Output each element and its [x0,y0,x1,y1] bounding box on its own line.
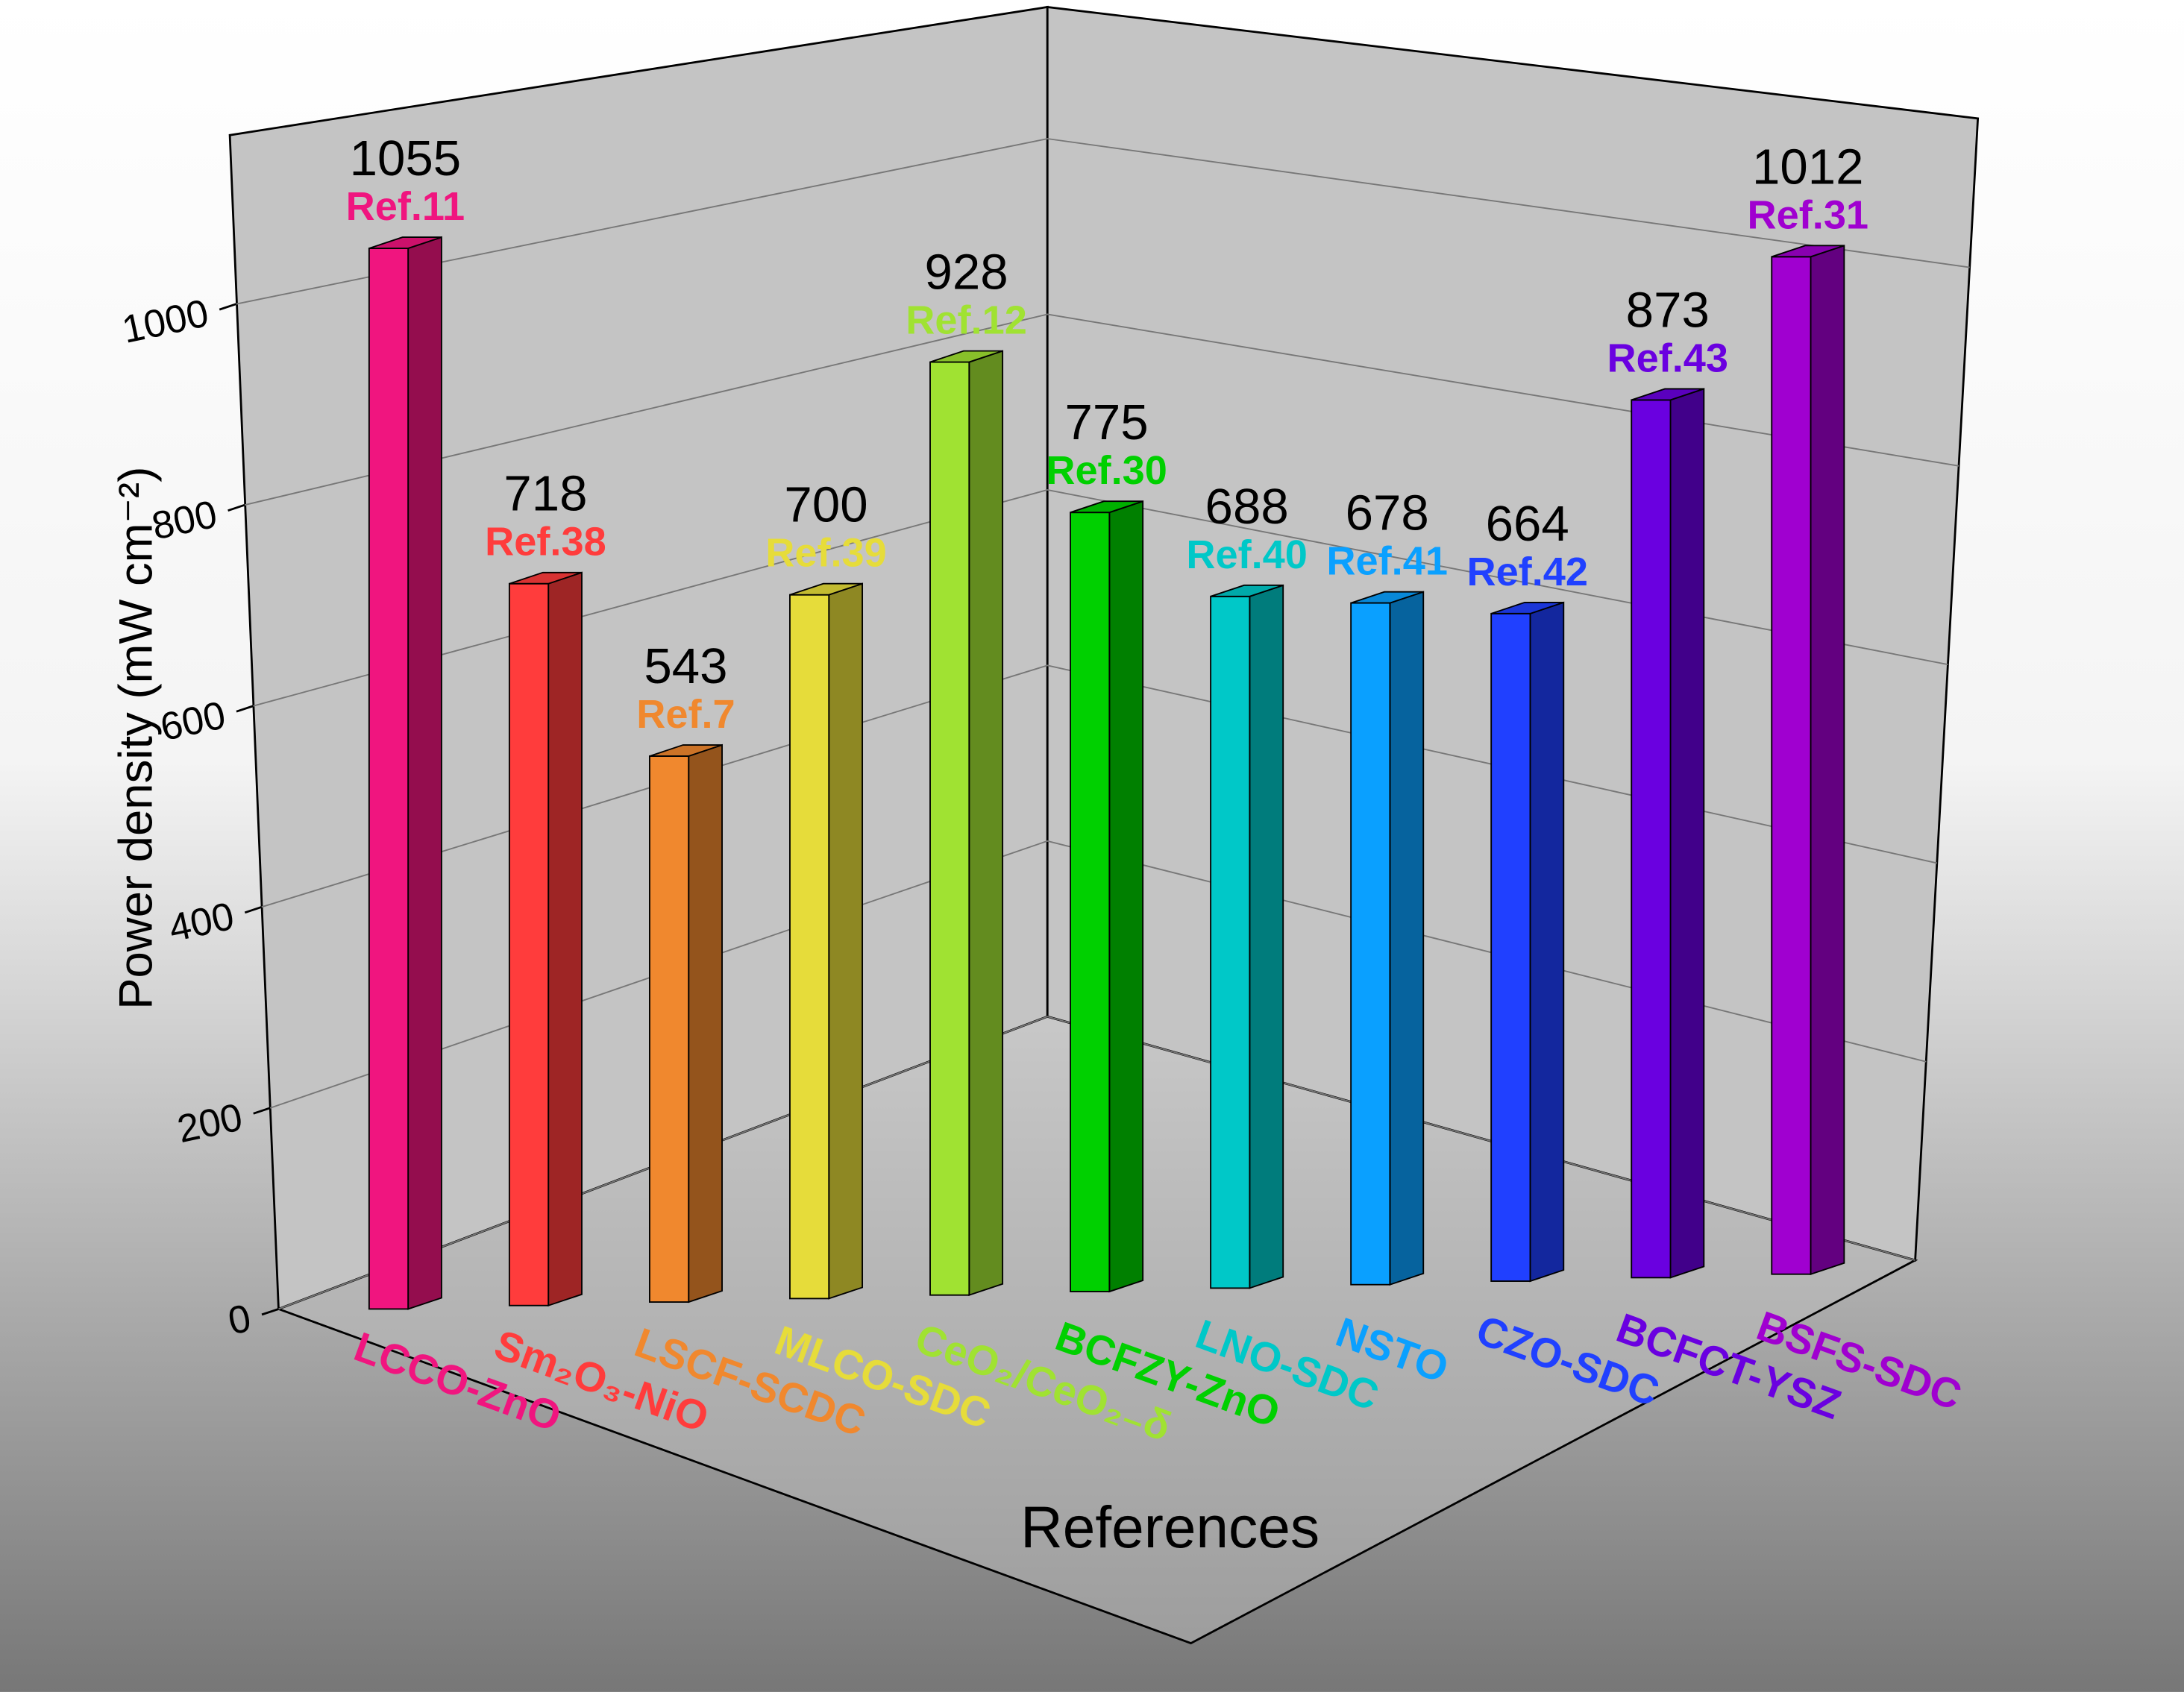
bar [929,361,970,1296]
value-label: 1012 [1752,139,1864,195]
bar [508,582,550,1306]
x-axis-label: References [1020,1494,1320,1560]
y-tick [261,1308,279,1316]
value-label: 873 [1626,282,1710,338]
value-label: 688 [1205,479,1289,535]
value-label: 928 [924,245,1008,301]
bar-side [1108,500,1144,1293]
bar-top [368,236,442,249]
bar-top [649,744,723,757]
bar-side [1249,584,1284,1289]
bar-side [688,743,723,1303]
annotation: Ref.42 [1466,550,1588,594]
bar-top [1350,591,1424,604]
bar-top [1631,388,1704,401]
grid-line [236,138,1970,305]
annotation: Ref.7 [636,692,735,737]
bar [1631,399,1672,1279]
value-label: 1055 [350,130,462,186]
value-label: 678 [1346,485,1429,541]
bar [789,594,830,1300]
bar [1771,256,1812,1275]
bar-top [509,571,583,585]
annotation: Ref.30 [1046,448,1167,493]
y-tick [244,905,263,914]
annotation: Ref.11 [346,184,465,229]
value-label: 543 [644,638,727,694]
value-label: 718 [503,466,587,522]
bar-side [1810,245,1845,1276]
value-label: 775 [1065,394,1149,450]
bar-side [968,350,1004,1297]
bar [1490,612,1531,1282]
y-tick [228,503,245,512]
annotation: Ref.39 [765,531,887,576]
bar-side [828,582,864,1300]
value-label: 700 [784,477,867,533]
bar [368,248,410,1310]
bar-top [1210,584,1284,597]
y-tick [219,303,237,311]
annotation: Ref.31 [1748,192,1869,237]
bar-top [1771,245,1845,258]
bar-top [1070,500,1143,514]
bar-side [407,236,442,1310]
bar [1210,595,1251,1289]
bar-top [789,582,863,596]
value-label: 664 [1486,496,1569,552]
bar-side [1529,601,1565,1283]
bar-top [929,350,1003,363]
bar-top [1490,601,1564,614]
y-axis-label: Power density (mW cm⁻²) [110,467,163,1010]
bar-side [547,571,583,1307]
y-tick [236,705,254,713]
annotation: Ref.41 [1326,539,1448,584]
y-tick [253,1107,271,1115]
annotation: Ref.38 [485,520,606,564]
annotation: Ref.12 [906,298,1027,343]
bar-side [1669,388,1705,1279]
bar [648,755,690,1303]
bar [1070,512,1111,1292]
bar [1350,602,1391,1286]
annotation: Ref.40 [1186,532,1308,577]
bar-side [1389,591,1425,1286]
annotation: Ref.43 [1607,336,1729,380]
